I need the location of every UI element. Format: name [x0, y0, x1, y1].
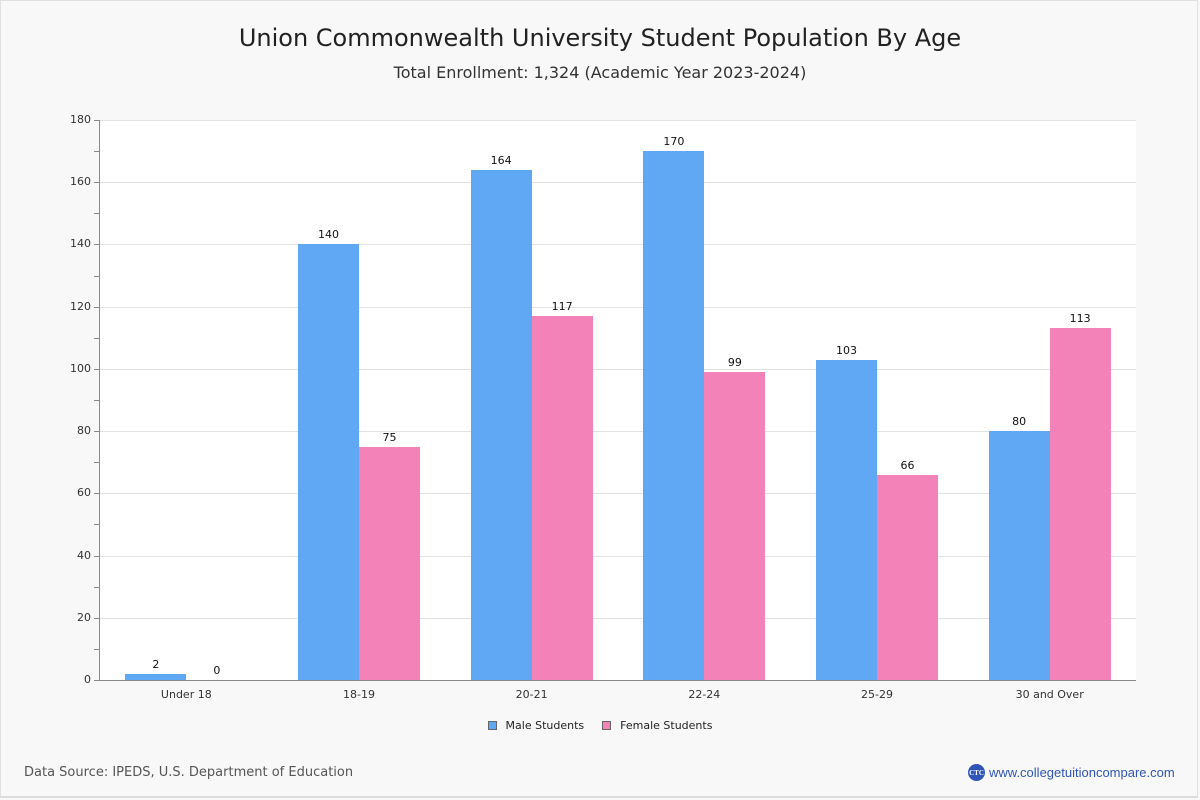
y-minor-tick: [94, 524, 99, 526]
y-tick: [94, 182, 99, 184]
y-tick: [94, 244, 99, 246]
legend-item-male[interactable]: Male Students: [487, 719, 585, 732]
legend: Male Students Female Students: [0, 719, 1200, 732]
female-bar[interactable]: [359, 446, 420, 680]
x-tick-label: 18-19: [343, 688, 375, 701]
x-tick-label: 30 and Over: [1015, 688, 1084, 701]
bar-value-label: 140: [318, 228, 339, 242]
legend-swatch-female-icon: [602, 721, 612, 730]
y-tick: [94, 680, 99, 681]
y-tick-label: 40: [77, 548, 91, 562]
y-tick-label: 180: [70, 113, 91, 126]
x-axis-line: [99, 680, 1136, 681]
plot-area: [100, 120, 1136, 680]
y-tick: [94, 617, 99, 619]
female-bar[interactable]: [704, 372, 766, 680]
chart-subtitle: Total Enrollment: 1,324 (Academic Year 2…: [393, 63, 807, 82]
y-tick-label: 60: [77, 486, 91, 500]
y-tick: [94, 493, 99, 495]
y-minor-tick: [94, 337, 99, 339]
y-minor-tick: [94, 151, 99, 153]
y-minor-tick: [94, 586, 99, 588]
gridline: [100, 431, 1136, 433]
legend-swatch-male-icon: [487, 721, 497, 730]
bar-value-label: 113: [1069, 312, 1091, 326]
bar-value-label: 170: [663, 135, 685, 149]
y-tick: [94, 368, 99, 370]
male-bar[interactable]: [470, 169, 532, 680]
y-minor-tick: [94, 275, 99, 277]
y-minor-tick: [94, 400, 99, 401]
y-tick-label: 80: [77, 424, 91, 438]
bar-value-label: 103: [836, 343, 857, 357]
x-tick-label: Under 18: [160, 688, 212, 701]
gridline: [100, 555, 1136, 557]
chart-title: Union Commonwealth University Student Po…: [238, 24, 962, 52]
bar-value-label: 75: [382, 430, 397, 444]
y-axis-line: [99, 120, 100, 681]
bar-value-label: 66: [900, 458, 915, 472]
gridline: [100, 493, 1136, 495]
y-tick-label: 140: [70, 237, 91, 251]
male-bar[interactable]: [816, 359, 877, 680]
brand-url: www.collegetuitioncompare.com: [989, 765, 1175, 780]
data-source-note: Data Source: IPEDS, U.S. Department of E…: [24, 765, 354, 780]
y-tick-label: 160: [70, 175, 91, 189]
y-minor-tick: [94, 462, 99, 464]
female-bar[interactable]: [531, 316, 593, 680]
bar-value-label: 80: [1012, 415, 1027, 429]
bar-value-label: 117: [551, 300, 573, 313]
male-bar[interactable]: [643, 151, 705, 680]
y-tick: [94, 306, 99, 308]
gridline: [100, 244, 1136, 246]
y-minor-tick: [94, 648, 99, 650]
gridline: [100, 368, 1136, 370]
legend-label-male: Male Students: [505, 719, 585, 732]
y-tick: [94, 120, 99, 121]
y-tick-label: 0: [84, 673, 91, 686]
bar-value-label: 0: [213, 664, 221, 677]
gridline: [100, 306, 1136, 308]
y-tick-label: 20: [77, 610, 91, 624]
x-tick-label: 22-24: [688, 688, 721, 701]
x-tick-label: 20-21: [515, 688, 548, 701]
legend-item-female[interactable]: Female Students: [602, 719, 712, 732]
bar-value-label: 2: [152, 657, 160, 671]
y-tick-label: 120: [70, 299, 91, 313]
gridline: [100, 120, 1136, 121]
y-minor-tick: [94, 213, 99, 215]
legend-label-female: Female Students: [620, 719, 713, 732]
female-bar[interactable]: [877, 474, 938, 680]
bar-value-label: 99: [727, 356, 742, 369]
male-bar[interactable]: [125, 673, 187, 680]
gridline: [100, 617, 1136, 619]
brand-logo-icon: CTC: [968, 764, 985, 781]
bar-value-label: 164: [490, 153, 512, 167]
gridline: [100, 182, 1136, 184]
x-tick-label: 25-29: [861, 688, 893, 701]
male-bar[interactable]: [988, 431, 1050, 680]
y-tick: [94, 555, 99, 557]
brand-link[interactable]: CTC www.collegetuitioncompare.com: [968, 764, 1175, 781]
female-bar[interactable]: [1049, 328, 1111, 680]
y-tick: [94, 431, 99, 433]
y-tick-label: 100: [70, 361, 91, 375]
male-bar[interactable]: [298, 244, 359, 680]
